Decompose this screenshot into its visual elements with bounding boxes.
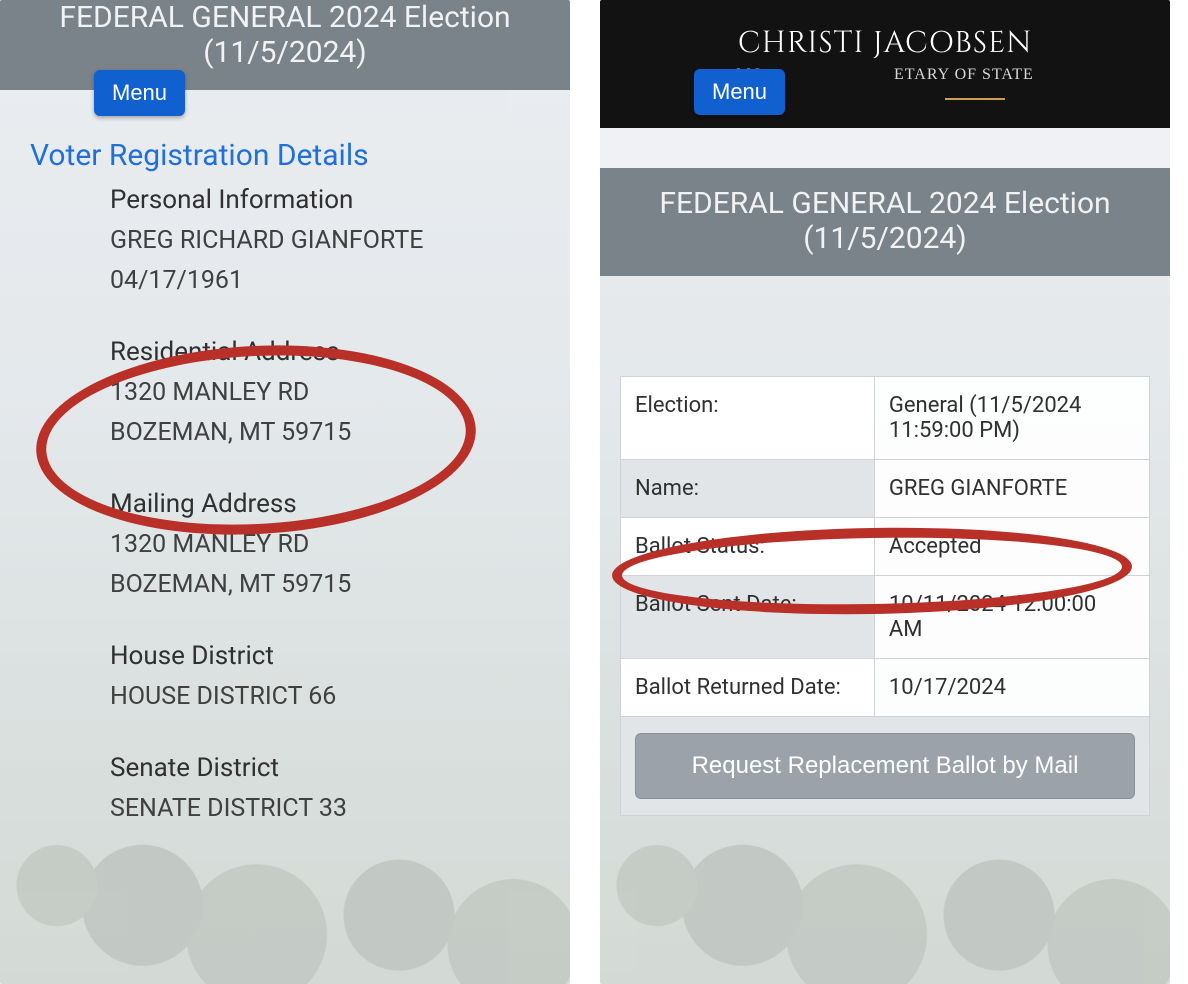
house-district-block: House District HOUSE DISTRICT 66 (110, 641, 540, 717)
table-row: Ballot Returned Date: 10/17/2024 (621, 659, 1150, 717)
row-label: Ballot Returned Date: (621, 659, 875, 717)
election-title-line2: (11/5/2024) (20, 35, 550, 70)
sos-name: CHRISTI JACOBSEN (610, 24, 1160, 64)
gold-divider-icon (945, 98, 1005, 100)
personal-info-block: Personal Information GREG RICHARD GIANFO… (110, 185, 540, 301)
voter-registration-panel: FEDERAL GENERAL 2024 Election (11/5/2024… (0, 0, 570, 984)
ballot-status-table: Election: General (11/5/2024 11:59:00 PM… (620, 376, 1150, 816)
table-row: Name: GREG GIANFORTE (621, 460, 1150, 518)
request-button-row: Request Replacement Ballot by Mail (621, 717, 1150, 816)
sos-subtitle: MO ETARY OF STATE (610, 66, 1160, 84)
table-row: Election: General (11/5/2024 11:59:00 PM… (621, 377, 1150, 460)
section-title: Voter Registration Details (0, 90, 570, 185)
row-label: Ballot Sent Date: (621, 576, 875, 659)
row-label: Election: (621, 377, 875, 460)
row-label: Ballot Status: (621, 518, 875, 576)
senate-heading: Senate District (110, 753, 540, 783)
row-label: Name: (621, 460, 875, 518)
election-header: FEDERAL GENERAL 2024 Election (11/5/2024… (0, 0, 570, 90)
row-value: 10/17/2024 (874, 659, 1149, 717)
table-row: Ballot Status: Accepted (621, 518, 1150, 576)
voter-dob: 04/17/1961 (110, 261, 540, 301)
mailing-heading: Mailing Address (110, 489, 540, 519)
house-heading: House District (110, 641, 540, 671)
voter-details: Personal Information GREG RICHARD GIANFO… (0, 185, 570, 829)
row-value: 10/11/2024 12:00:00 AM (874, 576, 1149, 659)
house-value: HOUSE DISTRICT 66 (110, 677, 540, 717)
residential-line1: 1320 MANLEY RD (110, 373, 540, 413)
election-header: FEDERAL GENERAL 2024 Election (11/5/2024… (600, 168, 1170, 276)
residential-heading: Residential Address (110, 337, 540, 367)
spacer (600, 128, 1170, 168)
row-value: General (11/5/2024 11:59:00 PM) (874, 377, 1149, 460)
voter-name: GREG RICHARD GIANFORTE (110, 221, 540, 261)
mailing-line2: BOZEMAN, MT 59715 (110, 565, 540, 605)
election-title-line1: FEDERAL GENERAL 2024 Election (620, 186, 1150, 221)
menu-button[interactable]: Menu (694, 69, 785, 115)
sos-sub-right: ETARY OF STATE (894, 66, 1034, 83)
election-title-line2: (11/5/2024) (620, 221, 1150, 256)
ballot-status-panel: CHRISTI JACOBSEN MO ETARY OF STATE Menu … (600, 0, 1170, 984)
table-row: Ballot Sent Date: 10/11/2024 12:00:00 AM (621, 576, 1150, 659)
senate-district-block: Senate District SENATE DISTRICT 33 (110, 753, 540, 829)
residential-line2: BOZEMAN, MT 59715 (110, 413, 540, 453)
row-value: GREG GIANFORTE (874, 460, 1149, 518)
sos-header: CHRISTI JACOBSEN MO ETARY OF STATE (600, 0, 1170, 128)
request-replacement-button[interactable]: Request Replacement Ballot by Mail (635, 733, 1135, 799)
senate-value: SENATE DISTRICT 33 (110, 789, 540, 829)
ballot-table-wrap: Election: General (11/5/2024 11:59:00 PM… (620, 376, 1150, 816)
residential-address-block: Residential Address 1320 MANLEY RD BOZEM… (110, 337, 540, 453)
mailing-line1: 1320 MANLEY RD (110, 525, 540, 565)
mailing-address-block: Mailing Address 1320 MANLEY RD BOZEMAN, … (110, 489, 540, 605)
menu-button[interactable]: Menu (94, 70, 185, 116)
row-value: Accepted (874, 518, 1149, 576)
election-title-line1: FEDERAL GENERAL 2024 Election (20, 0, 550, 35)
personal-info-heading: Personal Information (110, 185, 540, 215)
